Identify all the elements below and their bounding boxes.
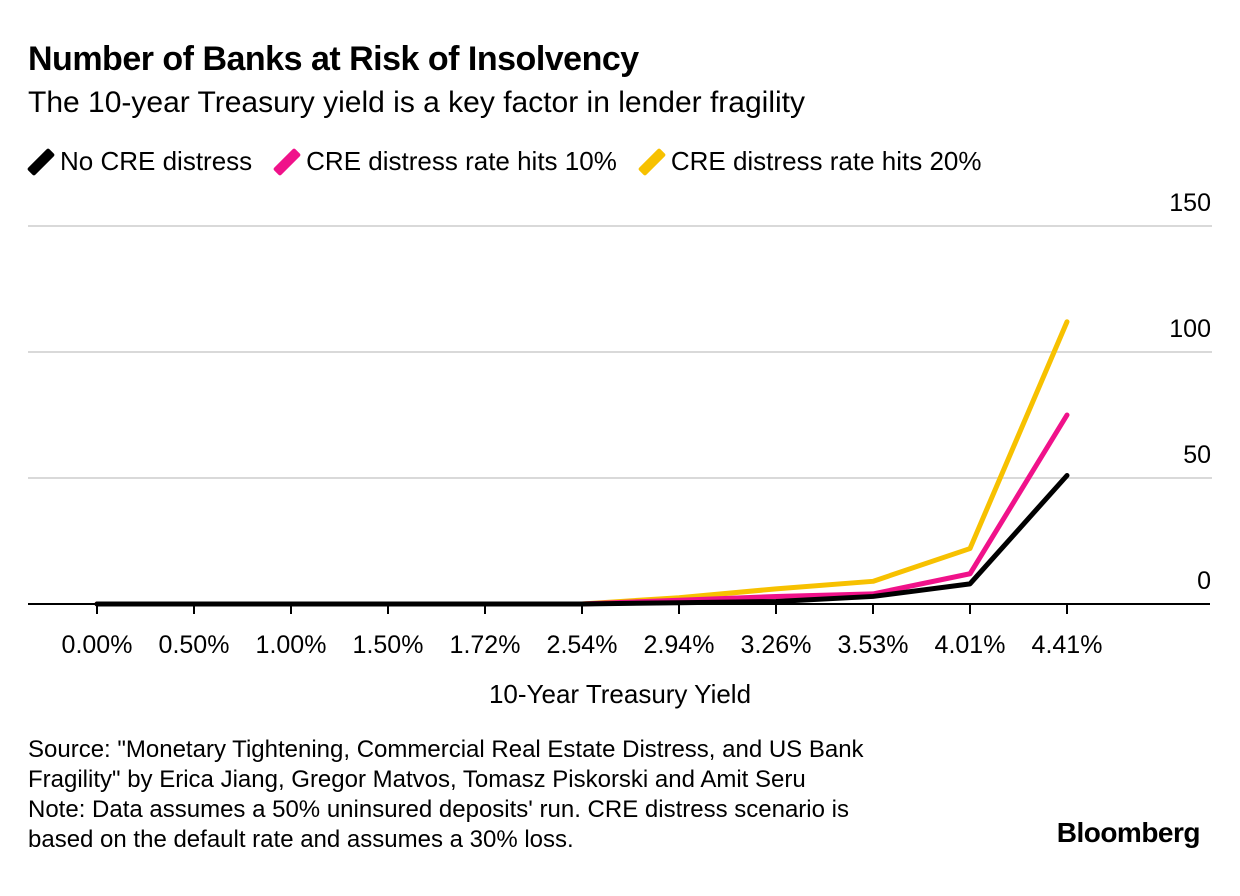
source-note: Source: "Monetary Tightening, Commercial… bbox=[28, 736, 864, 793]
y-tick-label-100: 100 bbox=[1169, 315, 1211, 343]
y-tick-label-50: 50 bbox=[1183, 441, 1211, 469]
series-line-2 bbox=[94, 319, 1070, 607]
y-tick-label-150: 150 bbox=[1169, 189, 1211, 217]
legend-item-no-cre: No CRE distress bbox=[26, 146, 253, 177]
legend-label-no-cre: No CRE distress bbox=[60, 146, 253, 176]
legend: No CRE distress CRE distress rate hits 1… bbox=[26, 146, 1004, 177]
legend-swatch-cre-20 bbox=[637, 147, 666, 176]
x-axis-title: 10-Year Treasury Yield bbox=[489, 679, 751, 709]
y-tick-label-0: 0 bbox=[1197, 567, 1211, 595]
legend-item-cre-10: CRE distress rate hits 10% bbox=[273, 146, 617, 177]
legend-item-cre-20: CRE distress rate hits 20% bbox=[637, 146, 982, 177]
legend-label-cre-20: CRE distress rate hits 20% bbox=[670, 146, 982, 176]
line-chart: 0 50 100 150 0.00% 0.50% 1.00% 1.50% 1.72% 2.54% 2… bbox=[28, 189, 1212, 709]
x-tick-label-9: 4.01% bbox=[935, 631, 1006, 659]
series-line-1 bbox=[94, 412, 1070, 607]
x-tick-label-8: 3.53% bbox=[838, 631, 909, 659]
x-tick-label-2: 1.00% bbox=[256, 631, 327, 659]
x-tick-label-5: 2.54% bbox=[547, 631, 618, 659]
legend-swatch-no-cre bbox=[26, 147, 56, 176]
x-tick-label-3: 1.50% bbox=[353, 631, 424, 659]
bloomberg-logo: Bloomberg bbox=[1056, 817, 1201, 848]
footnote: Source: "Monetary Tightening, Commercial… bbox=[28, 735, 988, 855]
x-tick-label-1: 0.50% bbox=[159, 631, 230, 659]
chart-title: Number of Banks at Risk of Insolvency bbox=[28, 40, 639, 78]
legend-label-cre-10: CRE distress rate hits 10% bbox=[306, 146, 617, 176]
x-tick-label-0: 0.00% bbox=[62, 631, 133, 659]
data-note: Note: Data assumes a 50% uninsured depos… bbox=[28, 796, 849, 853]
x-tick-label-4: 1.72% bbox=[450, 631, 521, 659]
legend-swatch-cre-10 bbox=[273, 147, 302, 176]
chart-subtitle: The 10-year Treasury yield is a key fact… bbox=[28, 86, 805, 119]
x-tick-label-10: 4.41% bbox=[1032, 631, 1103, 659]
x-tick-label-6: 2.94% bbox=[644, 631, 715, 659]
x-tick-label-7: 3.26% bbox=[741, 631, 812, 659]
